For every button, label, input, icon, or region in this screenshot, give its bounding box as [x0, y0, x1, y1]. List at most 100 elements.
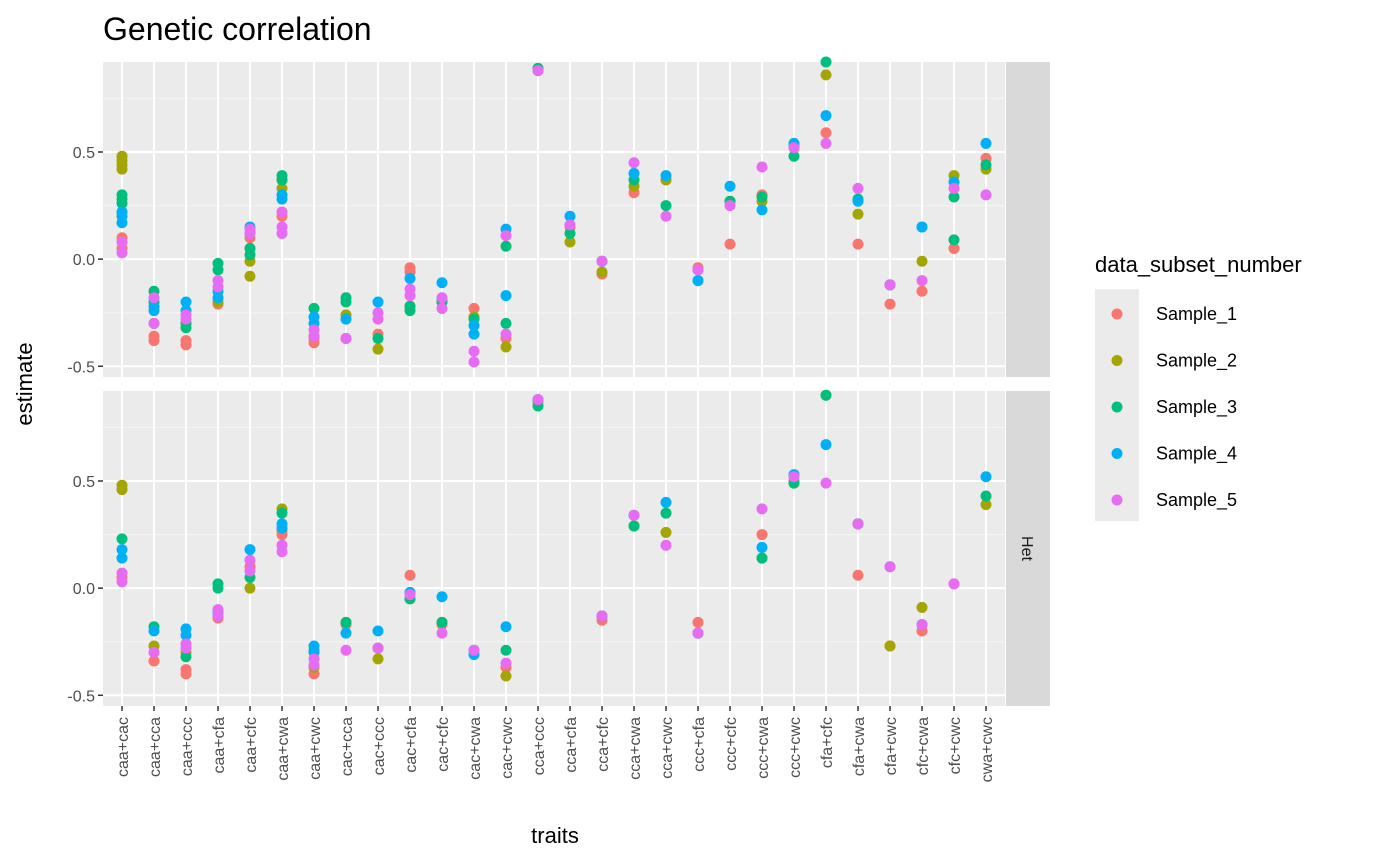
data-point: [500, 328, 512, 340]
data-point: [116, 247, 128, 259]
y-tick-label: 0.5: [73, 145, 95, 162]
data-point: [596, 255, 608, 267]
data-point: [756, 503, 768, 515]
data-point: [148, 655, 160, 667]
y-tick-label: -0.5: [67, 359, 95, 376]
data-point: [116, 576, 128, 588]
data-point: [116, 210, 128, 222]
data-point: [276, 174, 288, 186]
data-point: [980, 137, 992, 149]
data-point: [756, 541, 768, 553]
data-point: [500, 230, 512, 242]
data-point: [276, 193, 288, 205]
data-point: [468, 644, 480, 656]
x-tick-label: ccc+cwc: [787, 717, 804, 778]
data-point: [180, 296, 192, 308]
data-point: [148, 625, 160, 637]
data-point: [948, 242, 960, 254]
data-point: [436, 627, 448, 639]
y-tick-label: -0.5: [67, 688, 95, 705]
data-point: [468, 356, 480, 368]
facet-panel: -0.5 0.0 0.5: [67, 56, 1050, 377]
data-point: [660, 539, 672, 551]
data-point: [660, 526, 672, 538]
data-point: [340, 332, 352, 344]
data-point: [820, 439, 832, 451]
data-point: [692, 264, 704, 276]
data-point: [500, 644, 512, 656]
data-point: [116, 484, 128, 496]
data-point: [916, 221, 928, 233]
data-point: [692, 616, 704, 628]
x-tick-label: cac+cfc: [435, 717, 452, 772]
data-point: [372, 642, 384, 654]
legend-key: [1111, 355, 1123, 366]
data-point: [948, 578, 960, 590]
x-tick-label: caa+cwa: [275, 717, 292, 781]
data-point: [468, 302, 480, 314]
x-tick-label: cfa+cwc: [883, 717, 900, 775]
legend-label: Sample_3: [1156, 397, 1237, 418]
data-point: [756, 552, 768, 564]
data-point: [532, 394, 544, 406]
data-point: [500, 341, 512, 353]
data-point: [340, 313, 352, 325]
legend-key: [1111, 401, 1123, 413]
data-point: [660, 507, 672, 519]
data-point: [980, 189, 992, 201]
data-point: [852, 569, 864, 581]
data-point: [468, 328, 480, 340]
data-point: [180, 642, 192, 654]
data-point: [884, 561, 896, 573]
data-point: [884, 640, 896, 652]
x-tick-label: cca+cwa: [627, 717, 644, 780]
data-point: [500, 240, 512, 252]
facet-strip: [1006, 62, 1050, 377]
data-point: [692, 627, 704, 639]
x-tick-label: caa+ccc: [179, 717, 196, 776]
y-tick-label: 0.5: [73, 474, 95, 491]
data-point: [916, 619, 928, 631]
series-sample_5: [116, 394, 960, 671]
x-tick-label: caa+cfc: [243, 717, 260, 773]
legend-label: Sample_2: [1156, 351, 1237, 372]
y-tick-label: 0.0: [73, 252, 95, 269]
legend-key: [1111, 308, 1123, 320]
data-point: [756, 204, 768, 216]
data-point: [596, 266, 608, 278]
data-point: [116, 533, 128, 545]
data-point: [820, 477, 832, 489]
data-point: [340, 644, 352, 656]
x-tick-label: cac+ccc: [371, 717, 388, 775]
data-point: [212, 582, 224, 594]
data-point: [116, 163, 128, 175]
legend: data_subset_number Sample_1Sample_2Sampl…: [1095, 252, 1302, 521]
data-point: [756, 161, 768, 173]
y-axis-title: estimate: [12, 342, 37, 425]
data-point: [660, 496, 672, 508]
data-point: [148, 317, 160, 329]
data-point: [820, 127, 832, 139]
x-tick-label: ccc+cfa: [691, 717, 708, 772]
data-point: [692, 275, 704, 287]
data-point: [436, 292, 448, 304]
data-point: [724, 200, 736, 212]
data-point: [180, 668, 192, 680]
x-tick-label: caa+cwc: [307, 717, 324, 780]
data-point: [276, 227, 288, 239]
data-point: [564, 236, 576, 248]
x-tick-label: cca+cfc: [595, 717, 612, 772]
data-point: [404, 305, 416, 317]
data-point: [532, 65, 544, 77]
x-tick-label: cac+cca: [339, 717, 356, 776]
data-point: [916, 601, 928, 613]
x-tick-label: cwa+cwc: [979, 717, 996, 782]
data-point: [372, 625, 384, 637]
data-point: [372, 343, 384, 355]
data-point: [148, 292, 160, 304]
data-point: [404, 272, 416, 284]
data-point: [404, 589, 416, 601]
data-point: [564, 210, 576, 222]
data-point: [852, 208, 864, 220]
